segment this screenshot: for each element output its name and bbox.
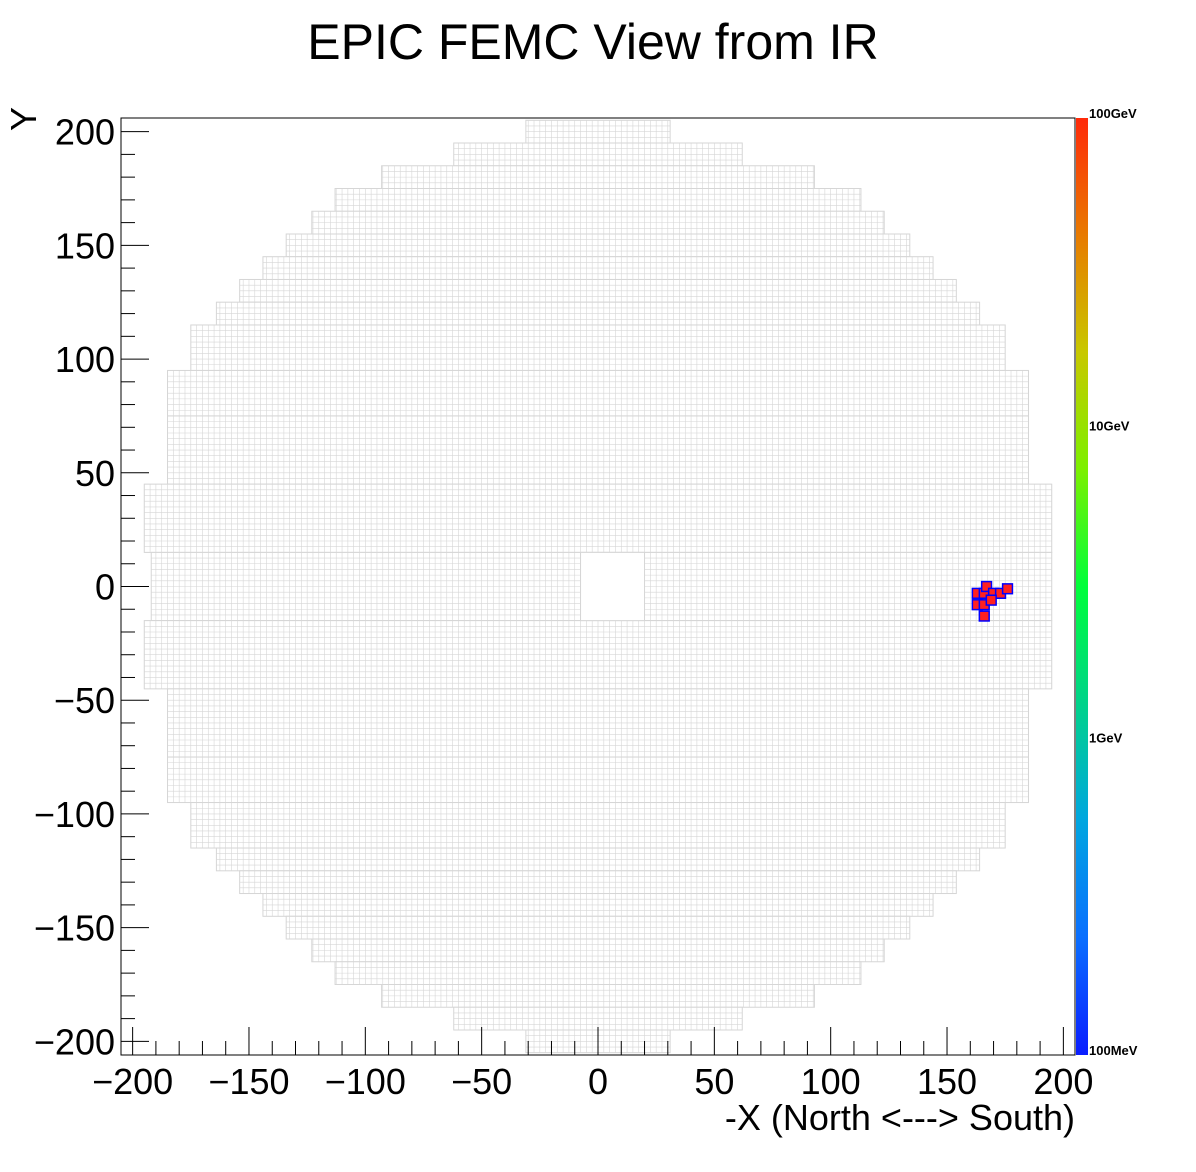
energy-hits (971, 580, 1014, 622)
detector-row (167, 415, 1029, 485)
y-tick-label: 150 (55, 225, 115, 266)
detector-tower-lines (190, 802, 1006, 849)
y-tick-label: −50 (54, 680, 115, 721)
detector-row (381, 165, 815, 190)
detector-tower-lines (311, 210, 885, 235)
detector-tower-lines (335, 188, 861, 212)
y-tick-label: 100 (55, 339, 115, 380)
palette-label: 10GeV (1089, 418, 1130, 433)
detector-row (143, 620, 1053, 690)
detector-tower-lines (167, 688, 1029, 758)
hit-cell (1001, 583, 1014, 595)
detector-tower-lines (335, 961, 861, 985)
x-axis-label: -X (North <---> South) (725, 1097, 1075, 1138)
detector-row (143, 483, 1053, 553)
detector-tower-lines (381, 165, 815, 189)
x-tick-label: 0 (588, 1061, 608, 1102)
detector-tower-lines (167, 415, 1029, 485)
detector-row (239, 278, 957, 303)
detector-row (381, 983, 815, 1008)
detector-row (262, 893, 934, 917)
hit-cell (980, 580, 993, 593)
detector-row (311, 210, 885, 235)
detector-row (167, 756, 1029, 804)
detector-row (215, 847, 981, 872)
y-tick-label: −100 (34, 794, 115, 835)
x-tick-label: 50 (694, 1061, 734, 1102)
detector-row (334, 961, 862, 985)
detector-tower-lines (311, 938, 885, 963)
detector-tower-lines (262, 256, 934, 280)
palette-label: 1GeV (1089, 731, 1123, 746)
y-tick-label: −150 (34, 908, 115, 949)
detector-grid (143, 119, 1053, 1054)
beam-hole (580, 551, 646, 622)
detector-tower-lines (286, 915, 910, 940)
detector-row (311, 938, 885, 963)
x-tick-label: −150 (208, 1061, 289, 1102)
detector-tower-lines (143, 620, 1053, 690)
detector-tower-lines (216, 301, 980, 326)
detector-row (453, 1006, 743, 1031)
x-tick-label: 200 (1033, 1061, 1093, 1102)
detector-tower-lines (239, 279, 957, 303)
detector-tower-lines (262, 893, 934, 917)
chart-title: EPIC FEMC View from IR (307, 14, 878, 70)
detector-row (167, 688, 1029, 758)
y-tick-label: −200 (34, 1021, 115, 1062)
x-tick-label: −50 (451, 1061, 512, 1102)
detector-row (285, 233, 911, 258)
detector-tower-lines (453, 142, 743, 167)
x-tick-label: −100 (325, 1061, 406, 1102)
color-palette (1076, 118, 1088, 1055)
detector-tower-lines (381, 984, 815, 1008)
detector-tower-lines (239, 870, 957, 894)
detector-row (262, 256, 934, 280)
detector-row (285, 915, 911, 940)
detector-tower-lines (190, 324, 1006, 371)
color-palette-labels: 100GeV 10GeV 1GeV 100MeV (1089, 106, 1138, 1058)
detector-row (525, 119, 671, 144)
y-axis-ticks: −200 −150 −100 −50 0 50 100 150 200 (34, 112, 149, 1062)
detector-row (453, 142, 743, 167)
y-tick-label: 50 (75, 453, 115, 494)
detector-row (334, 188, 862, 212)
y-tick-label: 200 (55, 112, 115, 153)
detector-tower-lines (167, 756, 1029, 803)
x-tick-label: −200 (92, 1061, 173, 1102)
x-tick-label: 150 (917, 1061, 977, 1102)
detector-tower-lines (453, 1006, 743, 1031)
detector-row (215, 301, 981, 326)
detector-row (190, 802, 1006, 849)
detector-tower-lines (525, 119, 671, 144)
y-tick-label: 0 (95, 567, 115, 608)
detector-tower-lines (216, 847, 980, 872)
detector-row (190, 324, 1006, 371)
palette-label: 100GeV (1089, 106, 1137, 121)
palette-label: 100MeV (1089, 1043, 1138, 1058)
detector-row (239, 870, 957, 895)
y-axis-label: Y (3, 107, 44, 131)
hit-cell (985, 594, 997, 606)
detector-row (167, 369, 1029, 417)
detector-tower-lines (167, 370, 1029, 417)
hit-cell (978, 610, 990, 622)
detector-tower-lines (286, 233, 910, 258)
detector-tower-lines (143, 483, 1053, 553)
x-tick-label: 100 (801, 1061, 861, 1102)
x-axis-ticks: −200 −150 −100 −50 0 50 100 150 200 (92, 1027, 1093, 1102)
